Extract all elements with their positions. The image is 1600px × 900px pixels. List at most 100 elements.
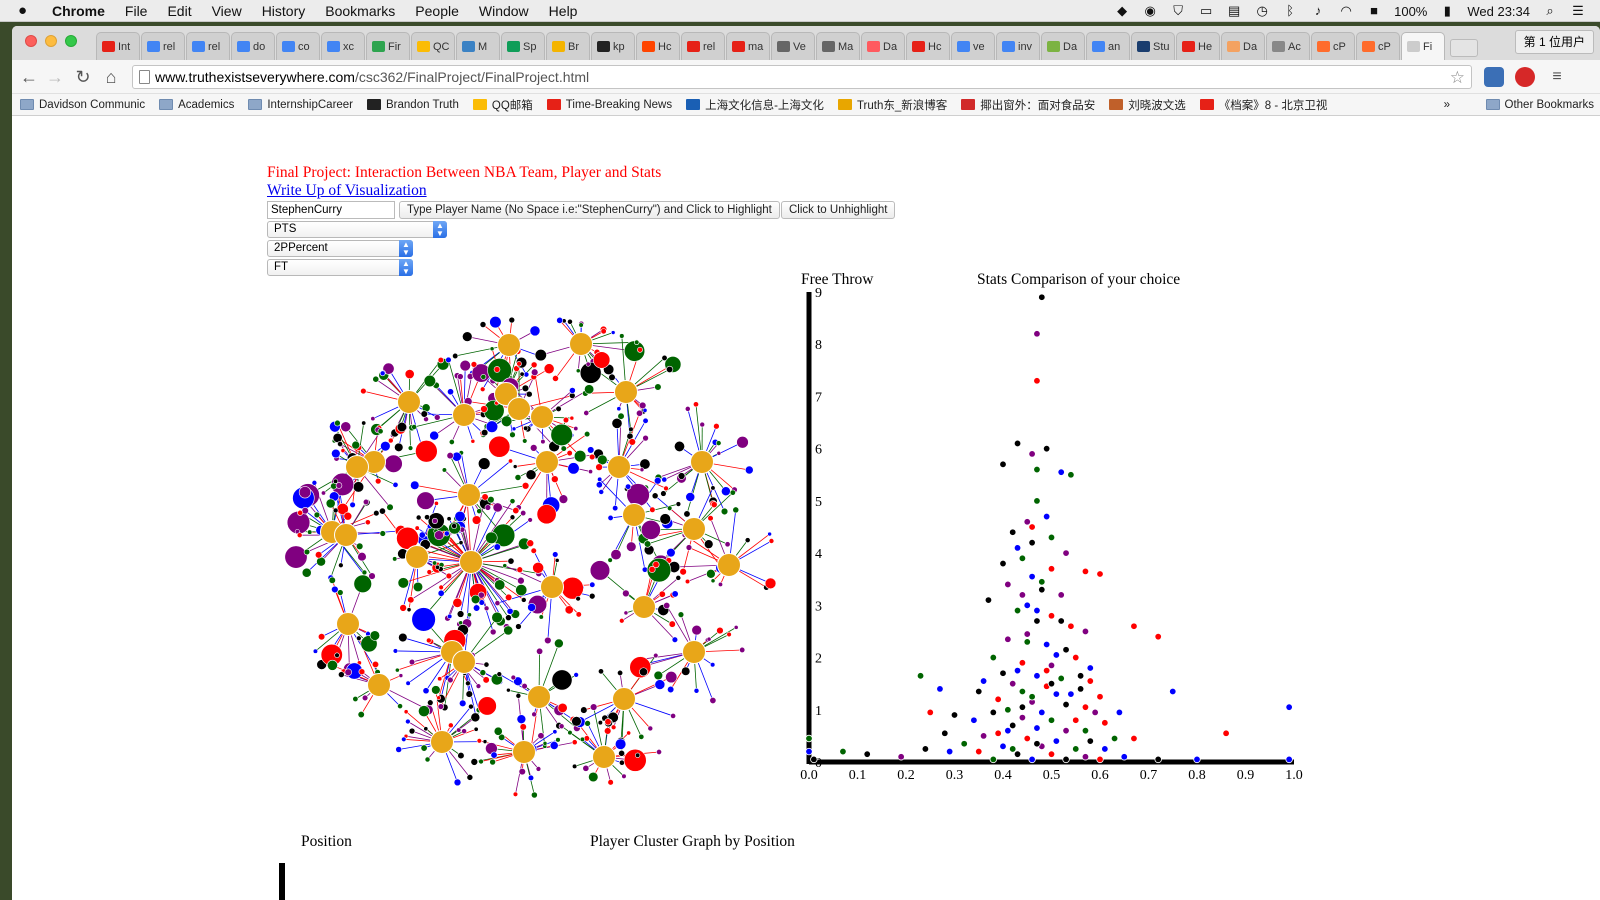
player-node[interactable]	[432, 560, 438, 566]
player-node[interactable]	[404, 369, 415, 379]
scatter-point[interactable]	[999, 742, 1007, 751]
player-node[interactable]	[521, 597, 527, 603]
browser-tab[interactable]: ve	[951, 32, 995, 60]
player-node[interactable]	[716, 450, 722, 456]
scatter-point[interactable]	[1023, 601, 1031, 610]
player-node[interactable]	[523, 425, 529, 431]
browser-tab[interactable]: cP	[1311, 32, 1355, 60]
player-node[interactable]	[458, 620, 464, 626]
scatter-point[interactable]	[1130, 734, 1138, 743]
player-node[interactable]	[623, 748, 647, 772]
browser-tab[interactable]: He	[1176, 32, 1220, 60]
player-node[interactable]	[429, 430, 440, 441]
player-node[interactable]	[448, 439, 455, 445]
player-node[interactable]	[675, 501, 682, 507]
bookmark-folder[interactable]: InternshipCareer	[248, 99, 353, 111]
team-hub-node[interactable]	[614, 380, 638, 404]
scatter-point[interactable]	[1018, 554, 1027, 563]
player-node[interactable]	[681, 666, 691, 676]
adblock-icon[interactable]	[1515, 67, 1535, 87]
player-node[interactable]	[380, 440, 391, 452]
team-hub-node[interactable]	[690, 450, 714, 474]
player-node[interactable]	[447, 613, 453, 619]
player-node[interactable]	[491, 611, 503, 624]
player-node[interactable]	[423, 374, 436, 388]
player-node[interactable]	[739, 646, 746, 654]
scatter-point[interactable]	[1018, 687, 1027, 696]
player-node[interactable]	[301, 567, 312, 578]
browser-tab[interactable]: Ma	[816, 32, 860, 60]
player-node[interactable]	[473, 604, 481, 612]
writeup-link[interactable]: Write Up of Visualization	[267, 182, 427, 199]
player-node[interactable]	[618, 749, 626, 757]
player-node[interactable]	[683, 510, 691, 518]
player-node[interactable]	[489, 758, 496, 766]
player-node[interactable]	[481, 493, 489, 501]
player-node[interactable]	[583, 410, 590, 416]
scatter-point[interactable]	[1154, 755, 1162, 764]
player-node[interactable]	[713, 422, 720, 430]
player-node[interactable]	[392, 648, 399, 654]
window-close-button[interactable]	[25, 35, 37, 47]
team-hub-node[interactable]	[459, 550, 483, 574]
player-node[interactable]	[334, 652, 340, 658]
scatter-point[interactable]	[1062, 646, 1070, 654]
scatter-point[interactable]	[921, 745, 930, 753]
scatter-point[interactable]	[1110, 734, 1119, 743]
player-node[interactable]	[699, 421, 706, 428]
player-node[interactable]	[420, 410, 428, 418]
player-node[interactable]	[519, 371, 525, 377]
player-node[interactable]	[638, 401, 647, 410]
player-node[interactable]	[465, 690, 473, 698]
player-node[interactable]	[569, 387, 576, 394]
browser-tab[interactable]: cP	[1356, 32, 1400, 60]
browser-tab[interactable]: Ac	[1266, 32, 1310, 60]
player-node[interactable]	[597, 476, 603, 482]
player-node[interactable]	[386, 503, 394, 511]
player-node[interactable]	[476, 738, 482, 744]
scatter-point[interactable]	[1023, 518, 1031, 526]
player-node[interactable]	[485, 531, 498, 545]
player-node[interactable]	[666, 547, 676, 558]
scatter-point[interactable]	[1057, 468, 1065, 476]
team-hub-node[interactable]	[497, 333, 521, 357]
player-node[interactable]	[647, 725, 654, 732]
player-node[interactable]	[628, 438, 636, 446]
more-bookmarks-chevron[interactable]: »	[1443, 98, 1450, 111]
player-node[interactable]	[479, 321, 487, 328]
scatter-point[interactable]	[950, 711, 959, 719]
bookmark-folder[interactable]: Academics	[159, 99, 234, 111]
player-node[interactable]	[522, 438, 528, 444]
browser-tab[interactable]: Da	[1221, 32, 1265, 60]
browser-tab[interactable]: QC	[411, 32, 455, 60]
player-node[interactable]	[434, 414, 441, 421]
player-node[interactable]	[575, 595, 581, 602]
scatter-point[interactable]	[1081, 627, 1090, 636]
player-node[interactable]	[625, 483, 632, 490]
scatter-point[interactable]	[1004, 706, 1012, 714]
browser-tab[interactable]: rel	[141, 32, 185, 60]
player-node[interactable]	[418, 705, 430, 718]
player-node[interactable]	[416, 491, 435, 510]
menu-chrome[interactable]: Chrome	[52, 2, 105, 19]
player-node[interactable]	[670, 713, 677, 719]
player-node[interactable]	[356, 635, 362, 641]
player-node[interactable]	[514, 474, 522, 481]
player-node[interactable]	[509, 498, 516, 505]
player-node[interactable]	[635, 752, 641, 758]
player-node[interactable]	[508, 316, 516, 324]
player-node[interactable]	[589, 581, 596, 588]
player-node[interactable]	[353, 574, 372, 594]
player-node[interactable]	[578, 322, 584, 328]
player-node[interactable]	[616, 406, 622, 412]
player-node[interactable]	[441, 467, 447, 473]
player-node[interactable]	[398, 632, 408, 643]
scatter-point[interactable]	[1081, 567, 1090, 576]
scatter-point[interactable]	[1072, 716, 1080, 724]
player-node[interactable]	[408, 658, 416, 666]
player-node[interactable]	[732, 506, 740, 514]
team-hub-node[interactable]	[452, 650, 476, 674]
player-node[interactable]	[370, 416, 376, 422]
player-node[interactable]	[487, 496, 495, 504]
chrome-menu-icon[interactable]: ≡	[1552, 68, 1562, 85]
